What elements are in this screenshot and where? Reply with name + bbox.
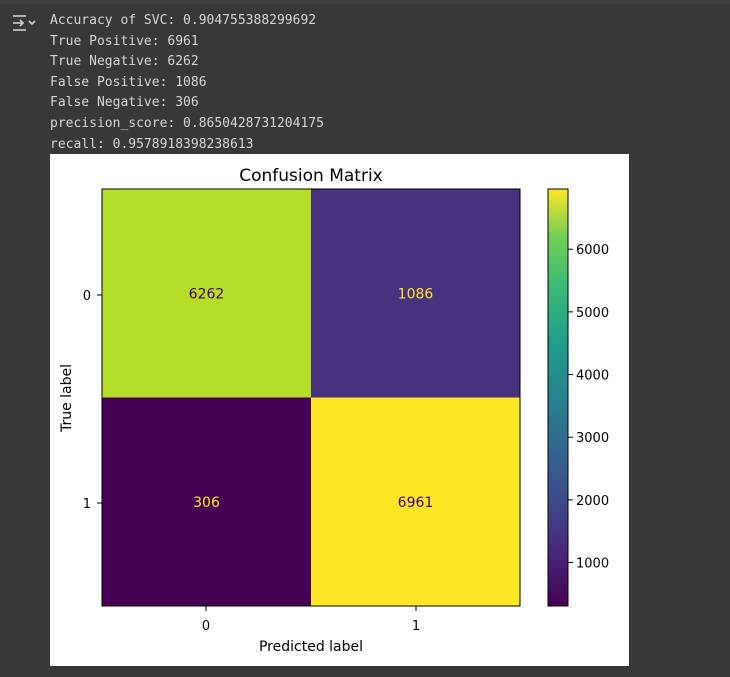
colorbar-frame — [547, 188, 569, 607]
colorbar-tick-label-1: 2000 — [576, 494, 609, 509]
colorbar-tick-label-5: 6000 — [576, 243, 609, 258]
colorbar-tick-label-4: 5000 — [576, 306, 609, 321]
output-line: Accuracy of SVC: 0.904755388299692 — [50, 13, 317, 28]
matrix-cell-1-1 — [311, 397, 520, 606]
matrix-cell-1-0 — [102, 397, 311, 606]
matrix-cell-value-1-0: 306 — [193, 495, 220, 511]
output-collapse-icon[interactable] — [10, 13, 36, 33]
x-tick-label-0: 0 — [202, 619, 210, 634]
output-line: True Negative: 6262 — [50, 54, 199, 70]
chart-title: Confusion Matrix — [239, 166, 383, 186]
matrix-cell-value-0-0: 6262 — [189, 286, 225, 302]
x-tick-label-1: 1 — [412, 619, 420, 634]
output-line: False Negative: 306 — [50, 95, 199, 111]
cell-divider — [0, 0, 730, 4]
output-line: recall: 0.9578918398238613 — [50, 136, 254, 152]
colorbar-tick-label-2: 3000 — [576, 431, 609, 446]
cell-output-text: Accuracy of SVC: 0.904755388299692 True … — [50, 11, 324, 155]
colorbar-tick-label-0: 1000 — [576, 557, 609, 572]
plot-frame — [101, 188, 521, 607]
confusion-matrix-figure: Confusion Matrix 6262 1086 306 6961 0 1 0 1… — [50, 154, 629, 666]
output-line: precision_score: 0.8650428731204175 — [50, 115, 324, 131]
colorbar — [548, 189, 568, 606]
matrix-cell-0-1 — [311, 189, 520, 398]
matrix-cell-0-0 — [102, 189, 311, 398]
y-tick-label-0: 0 — [83, 289, 91, 304]
y-tick-label-1: 1 — [83, 497, 91, 512]
y-axis-label: True label — [59, 364, 75, 433]
output-line: False Positive: 1086 — [50, 74, 207, 90]
colorbar-tick-label-3: 4000 — [576, 369, 609, 384]
matrix-cell-value-0-1: 1086 — [398, 286, 434, 302]
confusion-matrix-chart: Confusion Matrix 6262 1086 306 6961 0 1 0 1… — [59, 166, 609, 655]
x-axis-label: Predicted label — [259, 639, 363, 655]
output-line: True Positive: 6961 — [50, 33, 199, 49]
matrix-cell-value-1-1: 6961 — [398, 495, 434, 511]
